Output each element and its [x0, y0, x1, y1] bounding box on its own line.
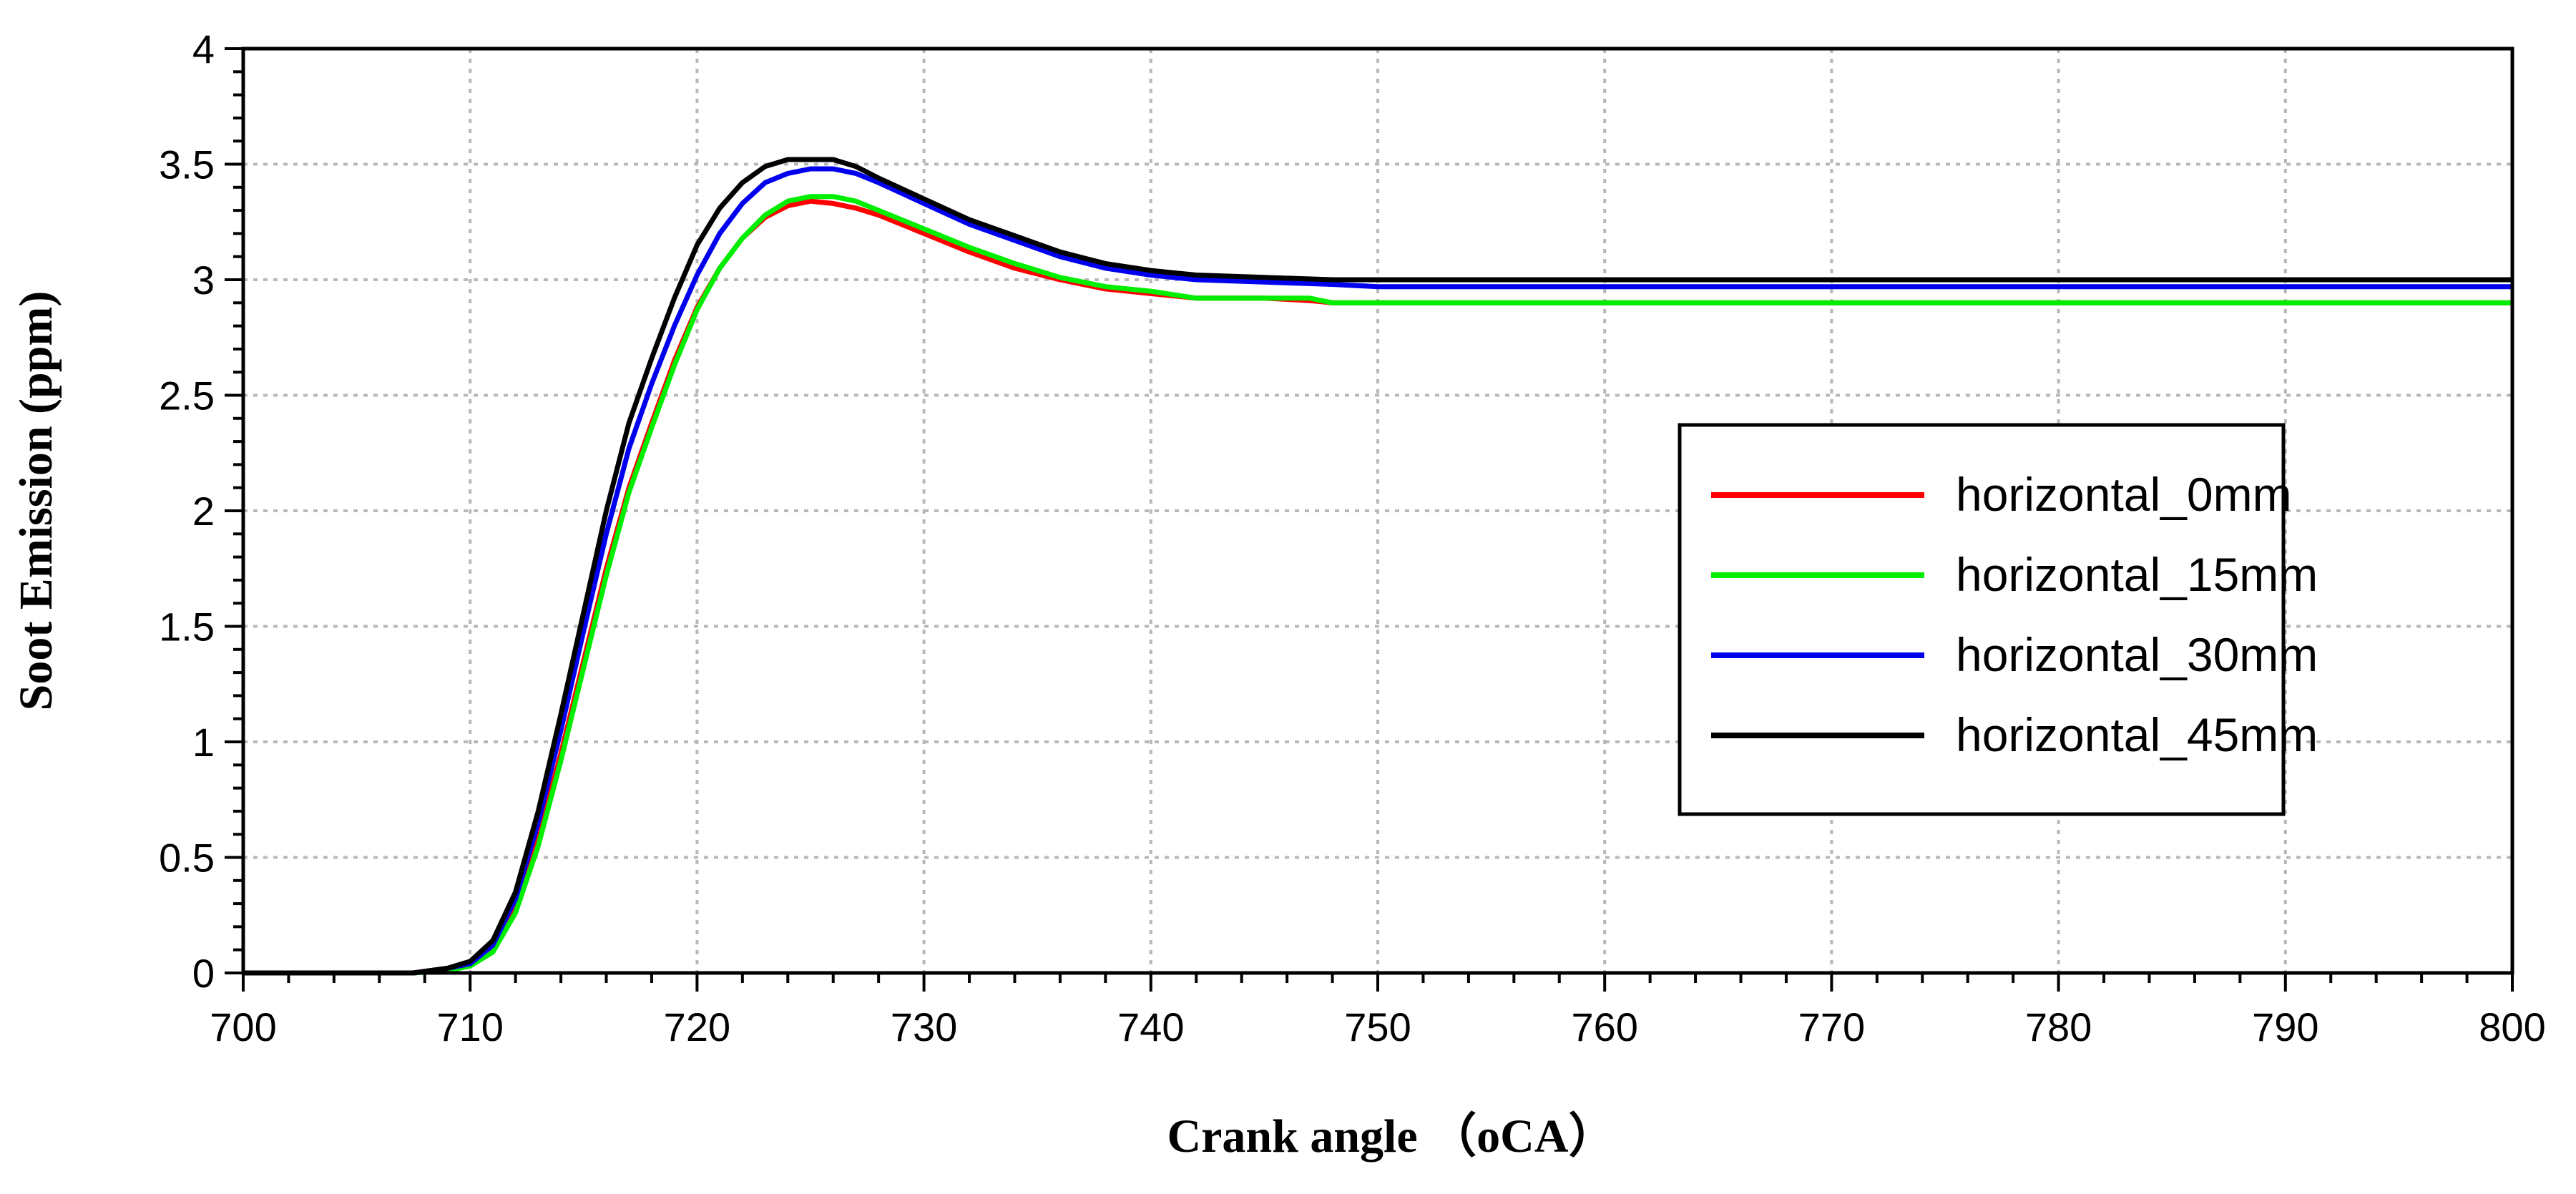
y-tick-label: 0 — [192, 951, 215, 996]
x-tick-label: 730 — [891, 1004, 957, 1049]
legend-label: horizontal_30mm — [1956, 628, 2318, 681]
y-tick-label: 2.5 — [159, 373, 215, 419]
x-tick-label: 760 — [1571, 1004, 1637, 1049]
x-tick-label: 740 — [1117, 1004, 1184, 1049]
x-tick-label: 710 — [436, 1004, 503, 1049]
x-tick-label: 770 — [1798, 1004, 1865, 1049]
y-tick-label: 2 — [192, 489, 215, 534]
series-line-horizontal-15mm — [243, 194, 2512, 976]
legend-box — [1678, 423, 2286, 816]
y-axis-title: Soot Emission (ppm) — [10, 291, 62, 711]
x-tick-label: 790 — [2252, 1004, 2318, 1049]
y-tick-label: 1 — [192, 720, 215, 765]
x-tick-label: 720 — [664, 1004, 730, 1049]
legend-label: horizontal_0mm — [1956, 468, 2292, 521]
x-tick-label: 750 — [1344, 1004, 1411, 1049]
y-tick-label: 0.5 — [159, 836, 215, 881]
y-tick-label: 1.5 — [159, 605, 215, 650]
tick-labels: 700 710 720 730 740 750 760 770 780 790 800 0 0.5 1 1.… — [159, 26, 2546, 1049]
series-lines — [243, 157, 2512, 976]
axes — [225, 47, 2514, 992]
series-line-horizontal-45mm — [243, 157, 2512, 976]
y-tick-label: 4 — [192, 26, 215, 72]
x-tick-label: 780 — [2025, 1004, 2092, 1049]
x-tick-label: 700 — [210, 1004, 276, 1049]
y-tick-label: 3 — [192, 258, 215, 303]
x-tick-label: 800 — [2479, 1004, 2545, 1049]
x-axis-title: Crank angle （oCA） — [1167, 1110, 1615, 1163]
legend-label: horizontal_45mm — [1956, 708, 2318, 761]
y-tick-label: 3.5 — [159, 142, 215, 187]
legend-label: horizontal_15mm — [1956, 548, 2318, 601]
legend: horizontal_0mm horizontal_15mm horizontal_… — [1678, 423, 2318, 816]
